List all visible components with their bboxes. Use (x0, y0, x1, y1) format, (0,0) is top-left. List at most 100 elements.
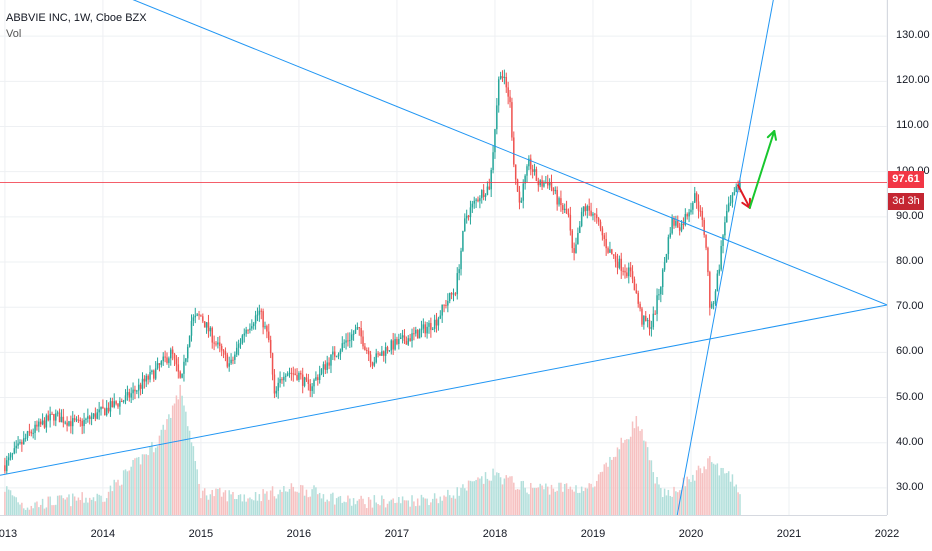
candle-body (253, 324, 255, 327)
candle-body (628, 267, 630, 276)
candle-body (185, 358, 187, 361)
volume-bar (142, 454, 144, 515)
up-arrow-head (774, 131, 776, 140)
candle-body (415, 330, 417, 334)
volume-bar (106, 498, 108, 515)
volume-bar (739, 494, 741, 515)
candle-body (379, 354, 381, 356)
candle-body (236, 348, 238, 355)
candle-body (398, 339, 400, 344)
volume-bar (660, 488, 662, 515)
volume-bar (219, 488, 221, 515)
volume-bar (102, 502, 104, 515)
candle-body (72, 418, 74, 426)
candle-body (285, 376, 287, 377)
candle-body (276, 391, 278, 394)
candle-body (538, 181, 540, 185)
candle-body (683, 224, 685, 225)
volume-bar (259, 494, 261, 515)
candle-body (49, 414, 51, 420)
candle-body (144, 379, 146, 382)
volume-bar (705, 469, 707, 515)
time-axis[interactable] (0, 515, 887, 551)
candle-body (634, 279, 636, 290)
candle-body (494, 129, 496, 152)
candle-body (507, 87, 509, 96)
candle-body (649, 320, 651, 329)
time-tick-label: 2014 (91, 528, 115, 540)
candle-body (355, 330, 357, 334)
volume-bar (91, 500, 93, 515)
annotation-arrows (738, 131, 776, 208)
candle-body (206, 322, 208, 327)
candle-body (306, 377, 308, 379)
candle-body (383, 351, 385, 356)
candle-body (227, 355, 229, 367)
candle-body (724, 222, 726, 235)
volume-bar (202, 491, 204, 515)
candle-body (377, 353, 379, 354)
volume-bar (27, 508, 29, 515)
volume-bar (417, 498, 419, 515)
volume-bar (249, 498, 251, 515)
volume-bar (196, 469, 198, 515)
volume-bar (294, 491, 296, 515)
candle-body (462, 231, 464, 251)
candle-body (146, 376, 148, 382)
candle-body (125, 395, 127, 400)
volume-bar (553, 489, 555, 515)
volume-bar (110, 486, 112, 515)
candle-body (225, 351, 227, 354)
volume-bar (83, 503, 85, 515)
candle-body (259, 311, 261, 315)
candle-body (230, 360, 232, 363)
candle-body (404, 335, 406, 341)
candle-body (358, 327, 360, 328)
candle-body (202, 316, 204, 321)
volume-bar (170, 418, 172, 515)
volume-bar (598, 474, 600, 515)
candle-body (417, 330, 419, 339)
volume-bar (555, 492, 557, 515)
candle-body (562, 205, 564, 210)
candle-body (232, 360, 234, 361)
candle-body (149, 372, 151, 380)
price-chart[interactable] (0, 0, 887, 515)
time-tick-label: 2017 (385, 528, 409, 540)
volume-bar (262, 489, 264, 515)
candle-body (440, 316, 442, 319)
candle-body (481, 190, 483, 198)
candle-body (387, 347, 389, 351)
candle-body (319, 374, 321, 380)
candle-body (12, 453, 14, 454)
candle-body (251, 326, 253, 328)
candle-body (479, 198, 481, 201)
candle-body (735, 186, 737, 192)
candle-body (351, 335, 353, 341)
volume-bar (108, 492, 110, 515)
volume-bar (732, 474, 734, 515)
candle-body (709, 272, 711, 308)
candle-body (32, 433, 34, 434)
candle-body (430, 323, 432, 330)
candle-body (172, 350, 174, 354)
volume-bar (434, 493, 436, 515)
volume-bar (360, 496, 362, 515)
volume-bar (19, 505, 21, 515)
candle-body (240, 343, 242, 344)
volume-bar (155, 448, 157, 515)
volume-bar (462, 484, 464, 515)
candle-body (215, 344, 217, 345)
candle-body (8, 457, 10, 460)
candle-body (85, 419, 87, 420)
volume-bar (251, 499, 253, 515)
candle-body (117, 404, 119, 407)
volume-bar (32, 508, 34, 515)
volume-bar (72, 494, 74, 515)
volume-bar (700, 468, 702, 515)
time-tick-label: 2018 (483, 528, 507, 540)
volume-bar (257, 501, 259, 515)
candle-body (521, 201, 523, 203)
volume-bar (179, 385, 181, 515)
candle-body (487, 187, 489, 195)
